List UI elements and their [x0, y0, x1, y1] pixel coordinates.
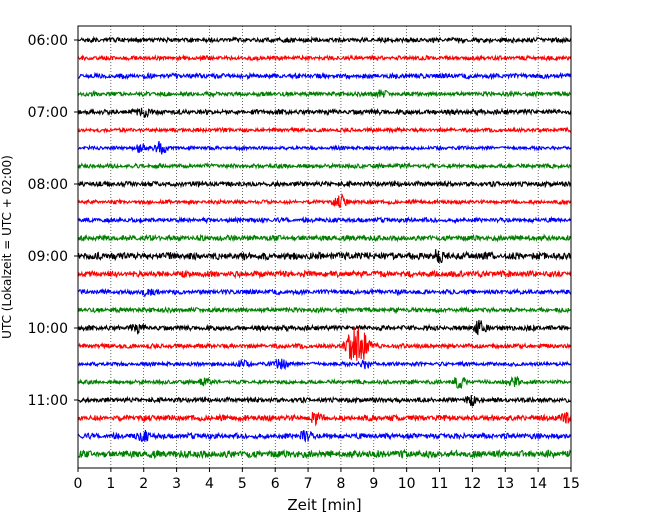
trace-0915	[77, 269, 572, 280]
trace-0730	[77, 141, 572, 155]
trace-1145	[77, 448, 572, 460]
y-tick-label: 11:00	[28, 393, 68, 409]
y-tick-label: 08:00	[28, 177, 68, 193]
trace-0700	[77, 107, 572, 119]
trace-0815	[77, 192, 572, 208]
trace-0615	[77, 54, 572, 63]
trace-1045	[77, 375, 572, 389]
x-tick-label: 4	[205, 476, 214, 492]
trace-0645	[77, 89, 572, 99]
plot-background	[78, 26, 571, 468]
trace-0830	[77, 215, 572, 225]
trace-1030	[77, 358, 572, 371]
trace-1130	[77, 429, 572, 443]
x-tick-label: 0	[74, 476, 83, 492]
traces	[77, 35, 572, 460]
x-tick-label: 12	[463, 476, 481, 492]
trace-0715	[77, 125, 572, 134]
y-tick-label: 09:00	[28, 249, 68, 265]
trace-1100	[77, 395, 572, 407]
x-tick-label: 9	[369, 476, 378, 492]
trace-0600	[77, 35, 571, 45]
trace-0745	[77, 162, 572, 170]
y-axis-label: UTC (Lokalzeit = UTC + 02:00)	[0, 155, 14, 339]
x-tick-label: 10	[398, 476, 416, 492]
x-tick-label: 5	[238, 476, 247, 492]
x-axis-label: Zeit [min]	[287, 496, 361, 514]
x-tick-label: 14	[529, 476, 547, 492]
x-tick-label: 13	[496, 476, 514, 492]
trace-0800	[77, 179, 572, 189]
trace-0845	[77, 233, 572, 243]
x-tick-label: 1	[106, 476, 115, 492]
trace-0945	[77, 305, 572, 315]
y-tick-label: 06:00	[28, 33, 68, 49]
x-tick-label: 7	[304, 476, 313, 492]
x-tick-label: 6	[271, 476, 280, 492]
x-tick-label: 2	[139, 476, 148, 492]
plot-frame	[77, 25, 572, 469]
y-tick-label: 10:00	[28, 321, 68, 337]
x-axis-ticks: 0 1 2 3 4 5 6 7 8 9 10 11 12 13 14 15	[74, 468, 580, 492]
x-tick-label: 3	[172, 476, 181, 492]
trace-0930	[77, 287, 572, 298]
x-tick-label: 15	[562, 476, 580, 492]
trace-0630	[77, 71, 572, 81]
x-tick-label: 11	[431, 476, 449, 492]
trace-0900	[77, 249, 572, 264]
y-axis-ticks: 06:00 07:00 08:00 09:00 10:00 11:00	[28, 33, 78, 409]
trace-1115	[77, 411, 572, 427]
y-tick-label: 07:00	[28, 105, 68, 121]
x-tick-label: 8	[336, 476, 345, 492]
trace-1015	[77, 326, 572, 361]
trace-1000	[77, 319, 572, 336]
